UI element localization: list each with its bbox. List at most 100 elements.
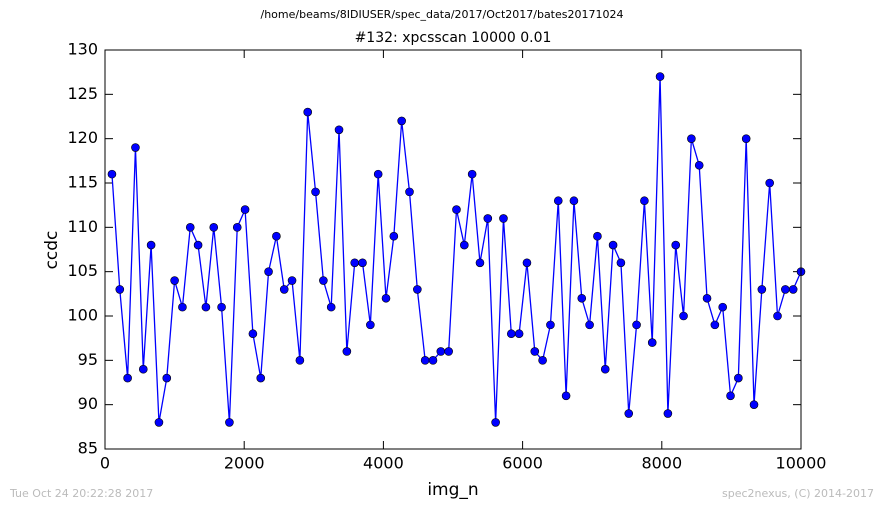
data-point [788,285,798,294]
y-tick-label: 90 [78,394,98,413]
data-point [640,196,649,206]
data-point [671,240,681,250]
data-point [178,302,187,312]
data-point [366,320,375,330]
plot-frame [104,49,802,450]
footer-right: spec2nexus, (C) 2014-2017 [722,487,874,500]
data-point [687,134,696,143]
data-point [162,373,172,383]
data-point [334,125,344,135]
data-point [428,356,438,365]
data-point [193,240,203,250]
x-tick-label: 2000 [224,454,265,473]
data-point [326,302,336,312]
data-point [373,169,383,179]
data-point [217,302,226,312]
data-point [663,409,673,418]
x-tick-label: 6000 [502,454,543,473]
data-point [506,329,516,339]
data-point [420,356,430,365]
x-tick-label: 0 [100,454,110,473]
x-tick-label: 10000 [776,454,827,473]
y-tick-label: 95 [78,350,98,369]
data-point [413,285,422,294]
data-point [773,311,782,321]
data-point [585,320,594,330]
data-point [600,364,610,374]
chart-title: #132: xpcsscan 10000 0.01 [355,30,552,46]
data-point [679,311,688,321]
data-point [781,285,790,294]
data-point [436,347,446,356]
data-point [483,214,493,223]
data-point [272,231,281,241]
data-point [530,347,540,356]
data-point [350,258,359,268]
data-point [632,320,641,330]
data-point [522,258,532,268]
y-tick-label: 85 [78,439,98,458]
data-point [718,302,728,312]
data-point [405,187,414,197]
data-point [123,373,132,383]
data-point [248,329,258,339]
y-tick-label: 110 [67,217,98,236]
data-point [185,223,195,232]
y-tick-label: 120 [67,128,98,147]
data-point [514,329,524,339]
data-point [279,285,289,294]
data-point [553,196,563,206]
y-axis-label: ccdc [42,231,62,270]
x-axis-label: img_n [427,480,478,500]
footer-left: Tue Oct 24 20:22:28 2017 [9,487,153,500]
data-point [593,231,602,241]
data-point [765,178,774,188]
data-point [319,276,328,285]
data-point [452,205,461,214]
data-point [538,356,547,365]
data-point [694,160,704,170]
data-point [295,356,305,365]
data-point [225,418,234,427]
y-tick-label: 125 [67,84,98,103]
data-point [655,72,665,81]
data-point [546,320,555,330]
data-point [201,302,211,312]
data-point [616,258,626,268]
y-tick-label: 100 [67,306,98,325]
data-point [232,223,242,232]
data-point [397,116,406,126]
data-point [460,240,469,250]
data-point [757,285,767,294]
suptitle: /home/beams/8IDIUSER/spec_data/2017/Oct2… [261,8,624,21]
data-point [107,169,117,179]
data-point [741,134,751,143]
data-point [170,276,179,285]
data-point [264,267,273,276]
data-point [154,418,164,427]
data-point [561,391,571,401]
data-point [138,364,148,374]
data-point [647,338,657,347]
data-point [209,223,219,232]
data-point [115,285,125,294]
data-point [734,373,743,383]
data-point [389,231,399,241]
data-point [608,240,618,250]
y-tick-label: 105 [67,261,98,280]
data-point [702,293,712,303]
data-point [749,400,759,409]
data-point [491,418,500,427]
data-point [569,196,579,206]
data-point [287,276,297,285]
data-point [131,143,140,152]
data-point [467,169,477,179]
data-point [146,240,156,250]
data-point [475,258,485,268]
x-tick-label: 4000 [363,454,404,473]
data-point [342,347,352,356]
data-point [256,373,266,383]
data-point [499,214,508,223]
data-point [311,187,320,197]
